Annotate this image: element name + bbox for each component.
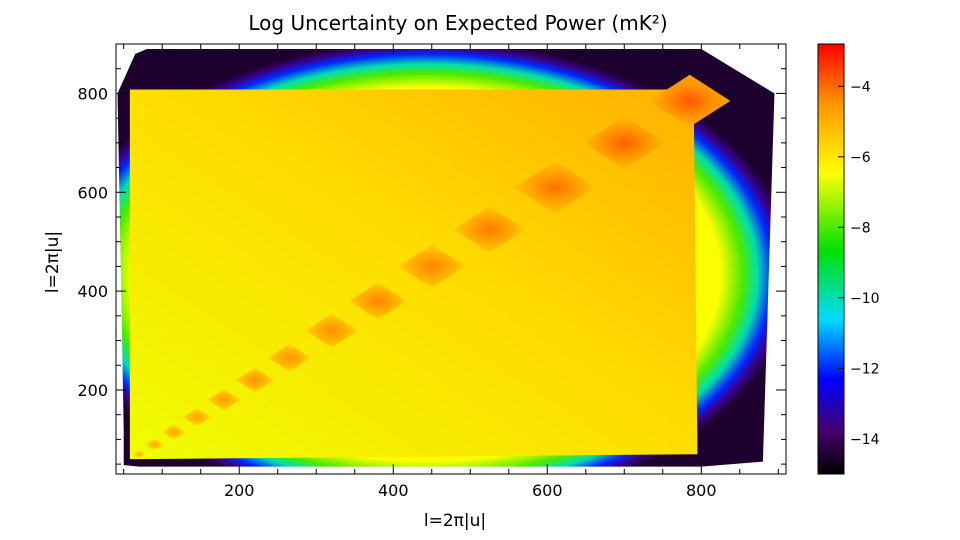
heatmap-surface — [117, 48, 775, 467]
y-tick-label: 600 — [77, 183, 108, 202]
diagonal-peak — [514, 161, 596, 214]
x-axis: 200 400 600 800 — [123, 44, 779, 500]
diagonal-peak — [144, 438, 165, 451]
diagonal-peak — [267, 344, 311, 372]
plot-frame — [115, 43, 787, 475]
colorbar-ticks: −4 −6 −8 −10 −12 −14 — [838, 79, 880, 448]
colorbar — [818, 44, 844, 474]
diagonal-peak — [161, 424, 186, 440]
diagonal-peak — [649, 74, 731, 127]
colorbar-tick-label: −12 — [850, 361, 880, 377]
y-tick-label: 200 — [77, 381, 108, 400]
diagonal-peak — [207, 389, 241, 411]
y-tick-label: 800 — [77, 84, 108, 103]
x-tick-label: 200 — [224, 481, 255, 500]
diagonal-peaks — [132, 74, 731, 459]
colorbar-tick-label: −8 — [850, 220, 871, 236]
diagonal-peak — [583, 116, 665, 169]
diagonal-peak — [349, 282, 407, 320]
diagonal-peak — [182, 407, 212, 427]
colorbar-tick-label: −10 — [850, 291, 880, 307]
diagonal-peak — [305, 313, 358, 348]
diagonal-peak — [453, 206, 526, 253]
colorbar-tick-label: −6 — [850, 150, 871, 166]
colorbar-tick-label: −14 — [850, 432, 880, 448]
x-axis-label: l=2π|u| — [424, 511, 486, 531]
diagonal-peak — [398, 244, 466, 288]
y-axis: 200 400 600 800 — [77, 43, 786, 465]
chart-title: Log Uncertainty on Expected Power (mK²) — [248, 11, 667, 35]
x-tick-label: 800 — [686, 481, 717, 500]
x-tick-label: 600 — [532, 481, 563, 500]
diagonal-peak — [235, 367, 274, 393]
colorbar-frame — [817, 43, 845, 475]
diagonal-peak — [132, 449, 146, 459]
colorbar-tick-label: −4 — [850, 79, 871, 95]
x-tick-label: 400 — [378, 481, 409, 500]
y-axis-label: l=2π|u| — [43, 231, 63, 293]
y-tick-label: 400 — [77, 282, 108, 301]
